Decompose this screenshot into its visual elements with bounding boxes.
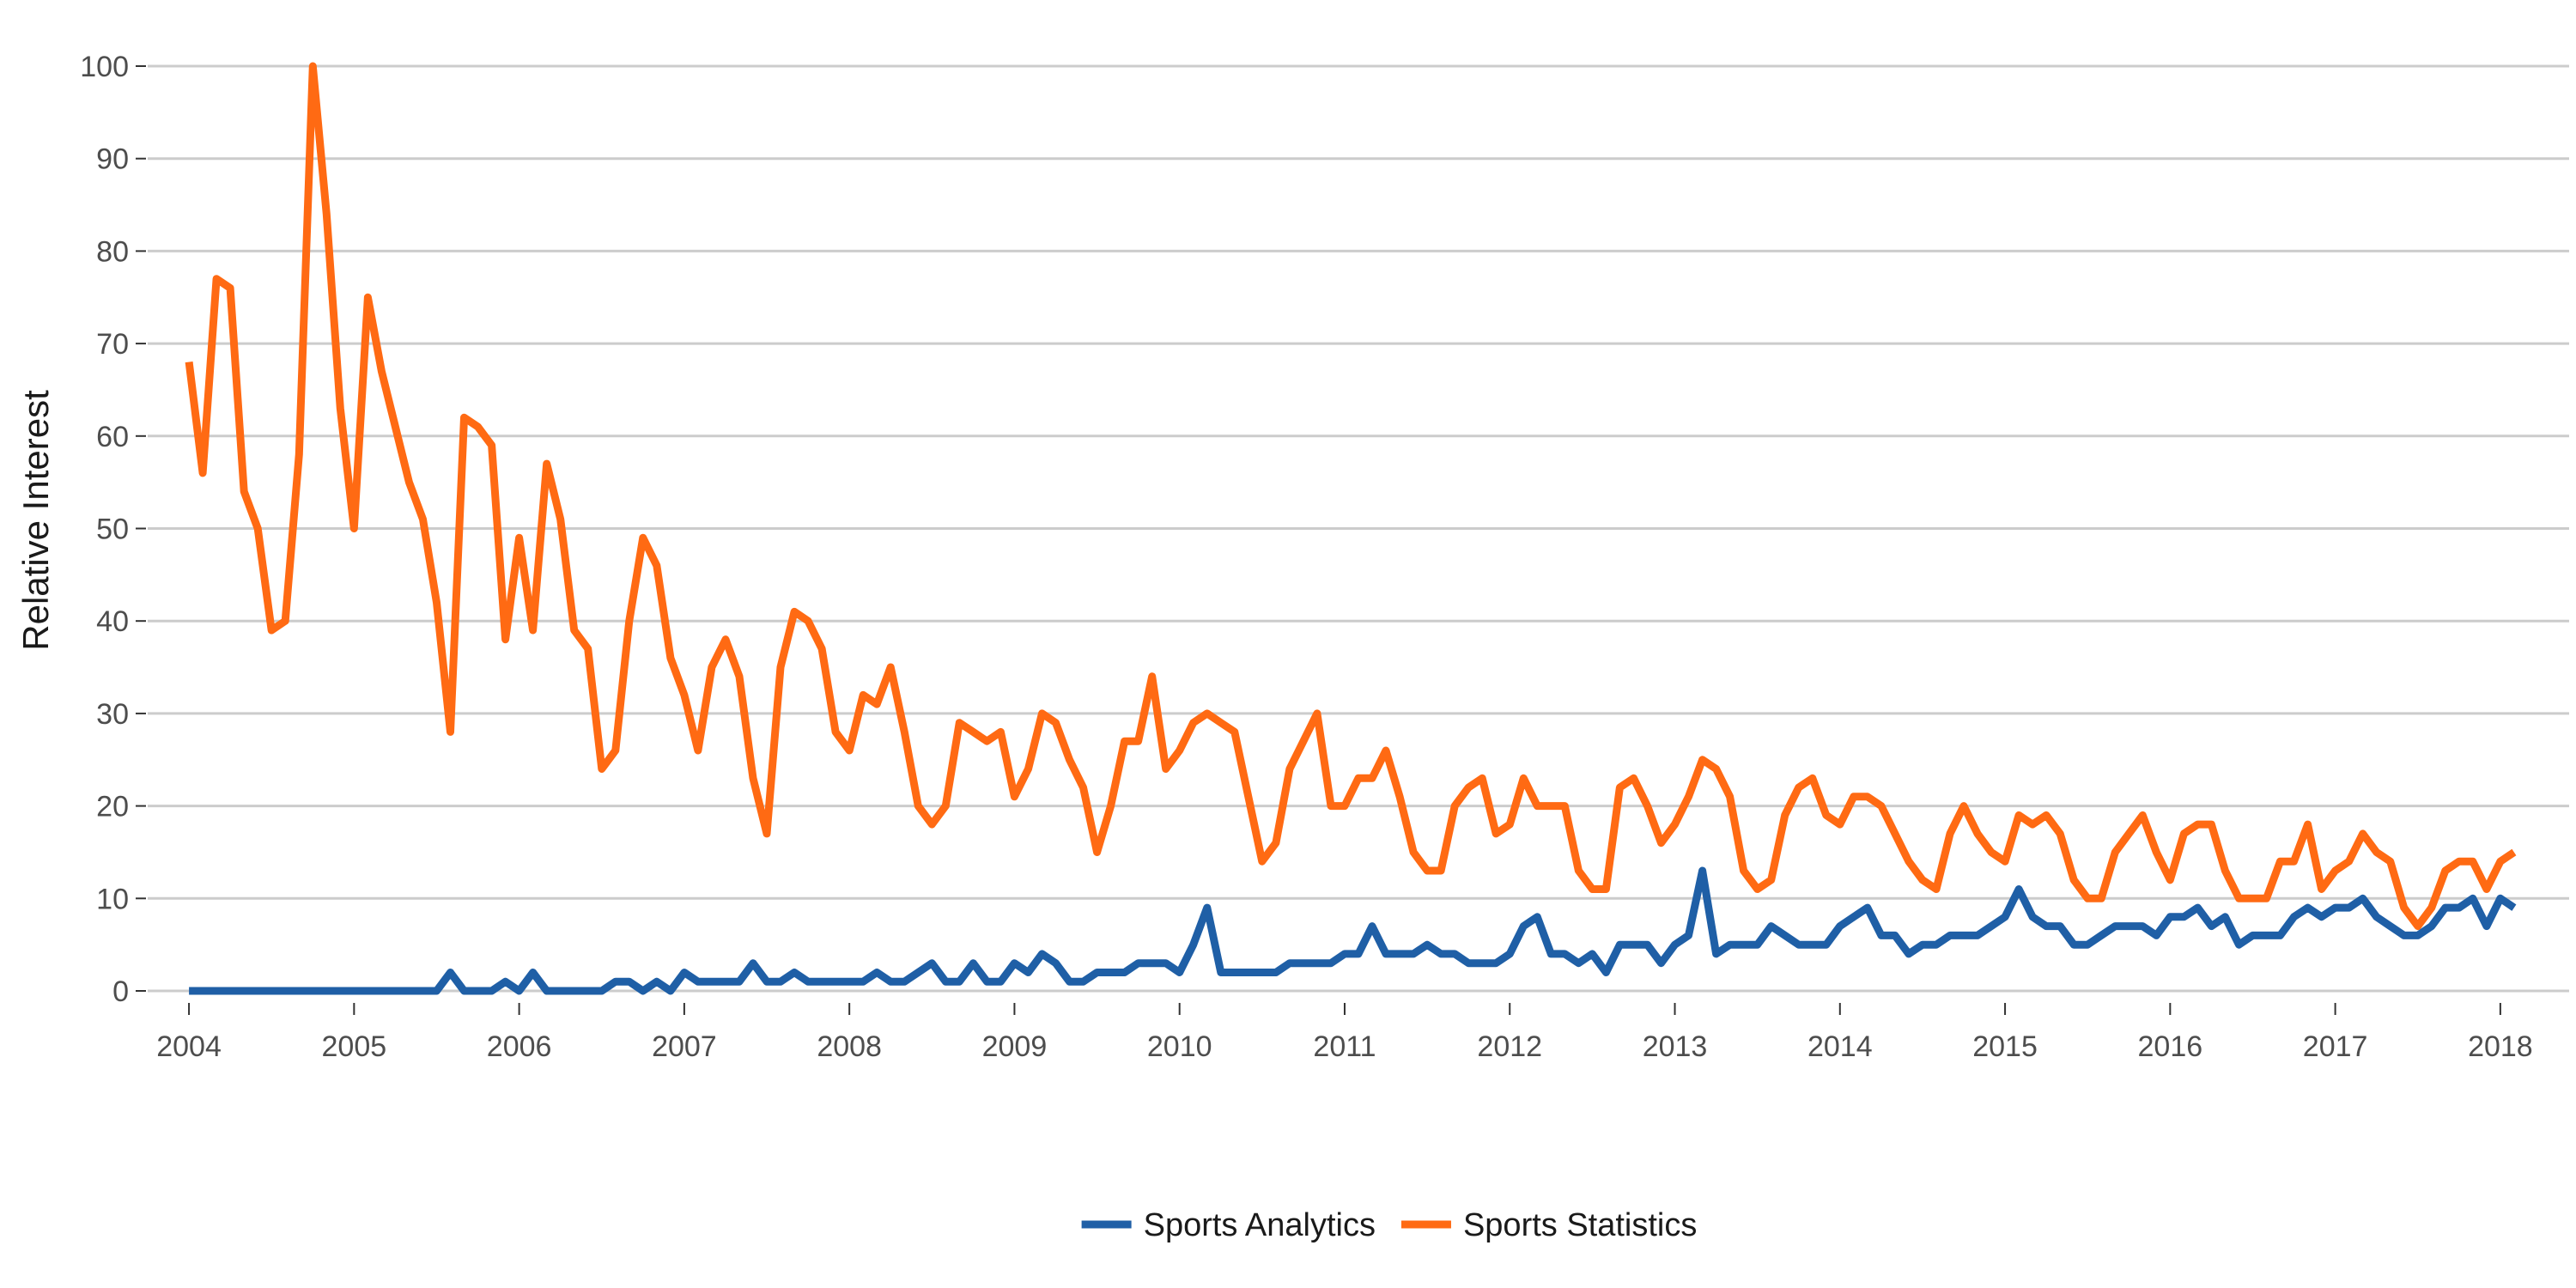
y-tick-label: 50 [96,513,129,546]
y-tick-label: 40 [96,605,129,638]
x-tick-label: 2013 [1643,1030,1708,1063]
y-tick-label: 70 [96,328,129,361]
x-tick-label: 2009 [982,1030,1048,1063]
y-axis-title: Relative Interest [15,390,56,651]
y-tick-label: 0 [112,975,129,1008]
x-tick-label: 2012 [1477,1030,1542,1063]
y-tick-label: 20 [96,791,129,823]
x-tick-label: 2014 [1807,1030,1873,1063]
legend-label: Sports Analytics [1144,1207,1376,1243]
x-tick-label: 2007 [652,1030,717,1063]
y-tick-label: 10 [96,883,129,915]
x-tick-label: 2018 [2468,1030,2533,1063]
y-tick-label: 100 [80,51,129,83]
series-line-2 [185,62,2517,931]
x-tick-label: 2015 [1972,1030,2038,1063]
x-tick-label: 2016 [2138,1030,2203,1063]
gridlines [148,64,2569,993]
x-tick-label: 2004 [156,1030,222,1063]
y-tick-label: 30 [96,698,129,731]
x-tick-label: 2006 [487,1030,552,1063]
x-tick-label: 2017 [2303,1030,2368,1063]
series-line-1 [189,866,2517,995]
series-lines [185,62,2517,995]
x-tick-label: 2005 [322,1030,387,1063]
x-tick-label: 2011 [1313,1030,1376,1063]
legend: Sports Analytics Sports Statistics [1081,1207,1697,1243]
y-tick-label: 90 [96,143,129,176]
y-tick-label: 80 [96,235,129,268]
legend-item: Sports Statistics [1400,1207,1697,1243]
legend-label: Sports Statistics [1463,1207,1697,1243]
legend-item: Sports Analytics [1081,1207,1376,1243]
x-axis-ticks: 2004 2005 2006 2007 2008 2009 2010 2011 2012 2013… [156,1003,2533,1063]
y-axis-ticks: 0 10 20 30 40 50 60 70 80 90 100 [80,51,146,1008]
y-tick-label: 60 [96,421,129,453]
x-tick-label: 2010 [1147,1030,1212,1063]
x-tick-label: 2008 [817,1030,882,1063]
